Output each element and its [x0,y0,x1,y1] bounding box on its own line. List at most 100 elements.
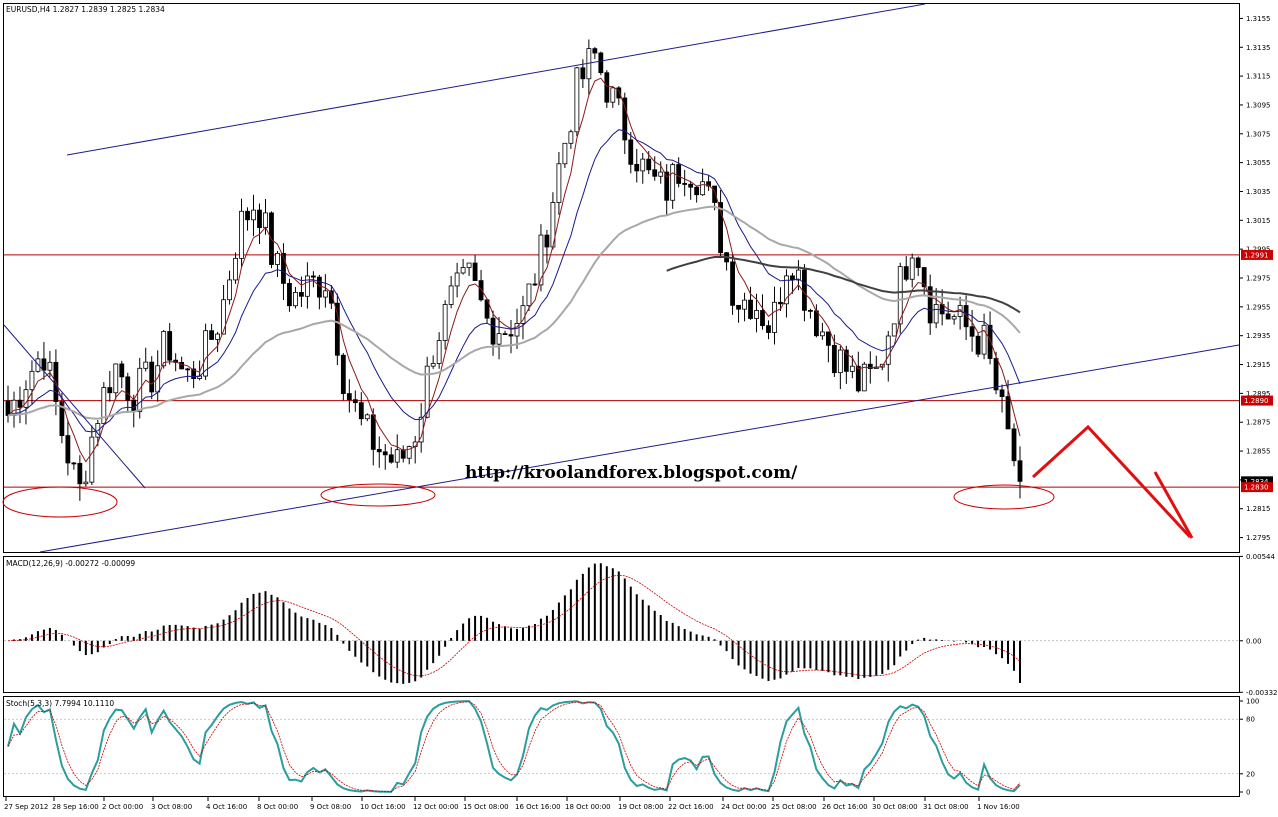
candle-body [766,325,771,333]
main-panel-title: EURUSD,H4 1.2827 1.2839 1.2825 1.2834 [6,5,165,14]
main-price-layer [2,3,1240,553]
candle-body [736,304,741,310]
candle-body [310,275,316,278]
candle-body [430,363,436,367]
price-tick-label: 1.3155 [1246,15,1271,23]
price-tick-label: 1.3075 [1246,130,1271,138]
candle-body [41,358,47,371]
candle-body [610,87,616,103]
candle-body [903,266,909,280]
candle-body [322,290,328,298]
candle-body [604,72,610,103]
down-trend-line [3,324,146,489]
candle-body [161,331,167,367]
macd-panel [3,556,1240,693]
time-tick-label: 22 Oct 16:00 [668,803,714,811]
candle-body [861,363,867,392]
candle-body [215,333,220,340]
candle-body [406,446,412,459]
candle-body [867,363,873,369]
blog-url-watermark: http://kroolandforex.blogspot.com/ [465,463,798,483]
candle-body [227,279,232,301]
candle-body [251,209,256,221]
highlight-ellipse [320,483,436,507]
candle-body [400,449,406,459]
candle-body [628,139,634,165]
candle-body [65,435,71,464]
candle-body [209,330,214,340]
forecast-arrow-head [1153,471,1194,539]
candle-body [35,358,41,372]
candle-body [819,331,825,337]
candle-body [394,449,400,463]
candle-body [562,142,568,165]
candle-body [718,202,723,254]
candle-body [592,48,598,54]
candle-body [185,368,191,371]
candle-body [963,305,969,328]
candle-body [299,292,304,297]
candle-body [502,333,508,336]
time-tick-label: 19 Oct 08:00 [618,803,664,811]
candle-body [77,462,83,485]
candle-body [281,252,286,284]
stoch-tick-label: 0 [1246,789,1250,797]
candle-body [897,266,903,325]
price-tick-label: 1.3055 [1246,159,1271,167]
price-label-box [1241,476,1273,487]
price-tick-label: 1.2855 [1246,448,1271,456]
candle-body [239,210,244,259]
candle-body [891,323,897,337]
price-tick-label: 1.2955 [1246,303,1271,311]
time-tick-label: 28 Sep 16:00 [52,803,99,811]
candle-body [981,324,987,355]
candle-body [742,299,747,310]
candle-body [927,286,933,324]
candle-body [71,462,77,465]
candle-body [730,261,735,306]
candle-body [5,400,11,416]
candle-body [167,331,173,361]
price-tick-label: 1.3015 [1246,217,1271,225]
price-tick-label: 1.2815 [1246,505,1271,513]
candle-body [640,158,646,172]
candle-body [382,451,388,456]
time-tick-label: 24 Oct 00:00 [721,803,767,811]
candle-body [233,257,238,281]
macd-tick-label: 0.00 [1246,637,1262,645]
candle-body [598,52,604,74]
time-tick-label: 31 Oct 08:00 [923,803,969,811]
candle-body [436,340,442,364]
candle-body [760,310,765,327]
candle-body [843,349,849,372]
time-tick-label: 12 Oct 00:00 [413,803,459,811]
candle-body [664,171,670,201]
candle-body [89,436,95,483]
price-label-text: 1.2834 [1244,478,1269,486]
candle-body [275,252,280,265]
candle-body [885,335,891,365]
price-tick-label: 1.2935 [1246,332,1271,340]
candle-body [514,323,520,337]
candle-body [616,87,622,99]
candle-body [676,164,682,184]
macd-signal-line [7,574,1021,677]
price-label-text: 1.2991 [1244,251,1269,259]
candle-body [951,316,957,320]
highlight-ellipse [953,484,1055,510]
candle-body [119,363,125,378]
candle-body [969,326,975,337]
candle-body [257,209,262,229]
stoch-panel [3,696,1240,797]
axis-layer: 1.3155 1.3135 1.3115 1.3095 1.3075 1.3055 1.30… [4,15,1277,811]
candle-body [975,335,981,355]
candle-body [1011,428,1017,462]
price-tick-label: 1.2895 [1246,390,1271,398]
candle-body [149,361,155,393]
time-tick-label: 2 Oct 00:00 [102,803,143,811]
candle-body [933,304,939,324]
candle-body [370,414,376,450]
candle-body [544,234,550,248]
price-tick-label: 1.3135 [1246,44,1271,52]
candle-body [849,365,855,372]
